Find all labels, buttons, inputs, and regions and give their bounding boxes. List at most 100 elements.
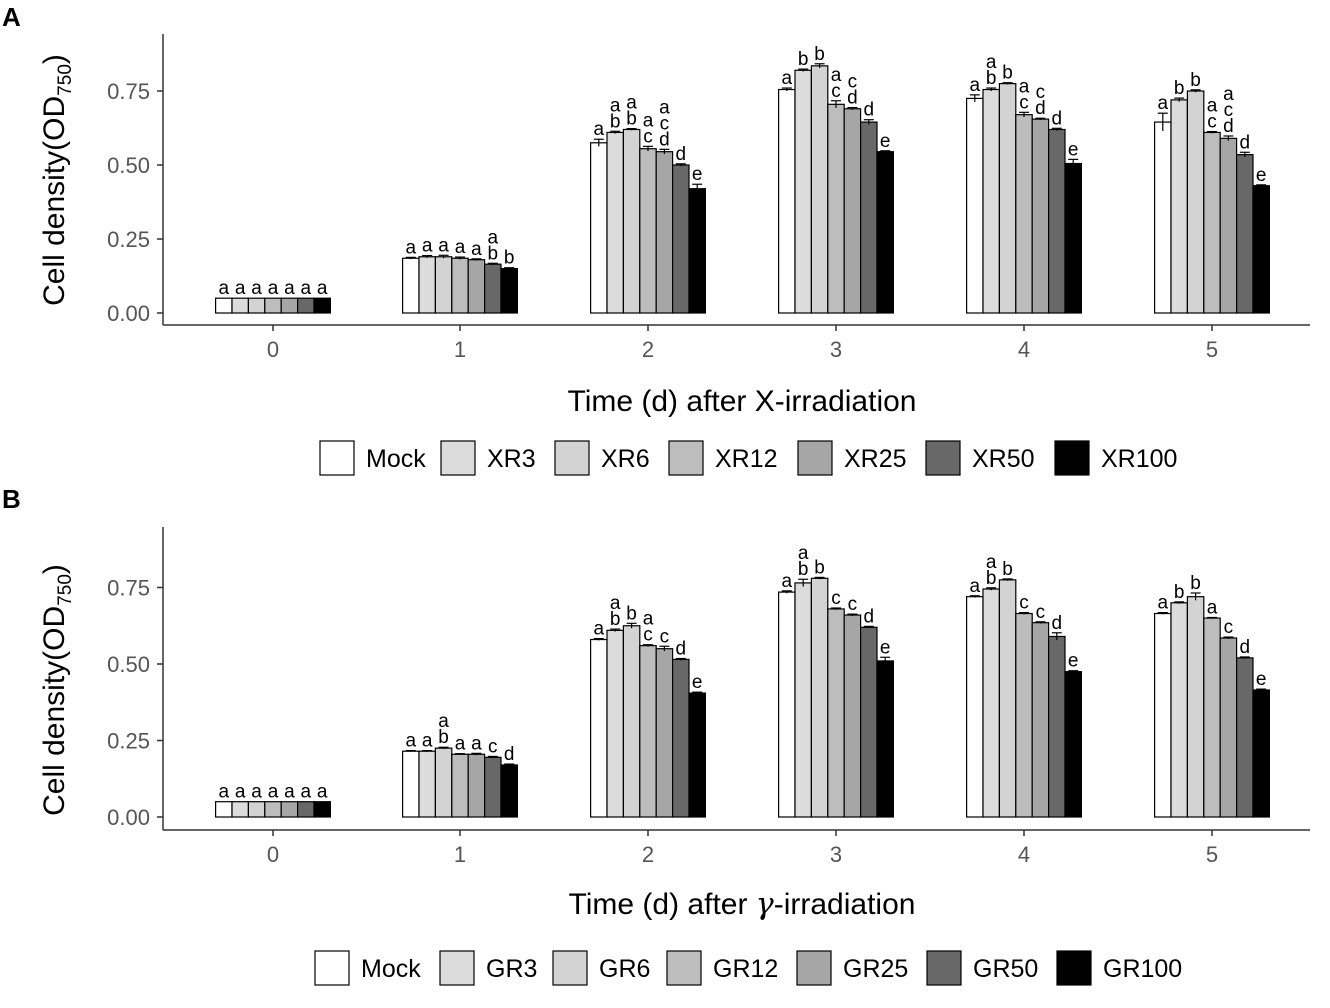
y-axis-title-od-b: OD [38,606,71,651]
bar-gr6-day-1 [434,747,453,818]
bar-gr25-day-0 [280,801,299,818]
bar-xr12-day-3 [827,103,845,314]
bar-mock-day-1 [402,750,420,818]
y-tick-label: 0.25 [107,729,150,754]
bar-gr3-day-5 [1170,602,1188,818]
bar-gr25-day-5 [1219,637,1238,818]
bar-gr50-day-0 [297,801,315,818]
bar-gr25-day-2 [655,648,674,818]
significance-letter: a [1207,96,1218,117]
bar-mock-day-0 [215,801,233,818]
y-axis-title-paren-close-b: ) [38,564,71,574]
significance-letter: e [1256,669,1267,690]
bar-xr6-day-3 [810,65,829,314]
bar-gr50-day-2 [671,658,690,818]
significance-letter: c [1207,112,1217,133]
legend-swatch-gr6 [552,950,588,986]
significance-letter: b [1190,70,1201,91]
x-axis-title-symbol-b: γ [756,887,774,922]
significance-letter: a [643,609,654,630]
bar-mock-day-3 [777,88,796,314]
bar-gr3-day-2 [606,629,624,818]
legend-swatch-xr50 [925,440,961,476]
x-tick-label: 0 [267,337,279,362]
bar-gr3-day-3 [794,582,812,818]
bar-gr100-day-3 [876,660,894,818]
significance-letter: d [847,88,858,109]
significance-letter: b [1002,559,1013,580]
y-axis-title-main-a: Cell density [38,151,71,306]
significance-letter: d [1035,98,1046,119]
legend-swatch-mock [319,440,355,476]
y-tick-label: 0.75 [107,576,150,601]
bar-xr25-day-2 [655,151,674,314]
significance-letter: a [594,619,605,640]
bar-xr100-day-1 [500,268,518,314]
significance-letter: a [422,236,433,257]
significance-letter: a [986,552,997,573]
significance-letter: d [659,129,670,150]
y-tick-label: 0.50 [107,652,150,677]
bar-gr6-day-2 [622,625,641,818]
significance-letter: c [848,72,858,93]
significance-letter: d [676,638,687,659]
x-tick-label: 4 [1018,842,1030,867]
bar-xr3-day-4 [982,88,1000,314]
legend-label-xr3: XR3 [487,445,536,473]
x-tick-label: 3 [830,337,842,362]
bar-xr12-day-0 [264,297,282,314]
significance-letter: b [504,248,515,269]
bar-gr100-day-4 [1064,671,1082,818]
bar-gr100-day-5 [1252,689,1270,818]
significance-letter: a [455,237,466,258]
x-axis-title-b: Time (d) after γ-irradiation [569,887,916,922]
bar-xr100-day-4 [1064,162,1082,314]
significance-letter: d [676,144,687,165]
bar-xr25-day-1 [467,259,486,314]
bar-gr6-day-0 [247,801,266,818]
significance-letter: a [471,733,482,754]
bar-gr50-day-5 [1235,657,1254,818]
significance-letter: a [219,782,230,803]
legend-label-xr50: XR50 [972,445,1035,473]
significance-letter: d [504,744,515,765]
bar-gr6-day-5 [1186,596,1205,818]
significance-letter: c [488,736,498,757]
significance-letter: e [1256,165,1267,186]
legend-label-gr25: GR25 [843,955,908,983]
legend-swatch-xr25 [797,440,833,476]
significance-letter: b [438,727,449,748]
significance-letter: a [986,52,997,73]
bar-xr25-day-5 [1219,137,1238,314]
bar-xr50-day-2 [671,164,690,314]
significance-letter: a [471,239,482,260]
legend-swatch-gr100 [1056,950,1092,986]
significance-letter: a [1223,84,1234,105]
significance-letter: b [626,603,637,624]
significance-letter: d [1240,637,1251,658]
significance-letter: c [643,625,653,646]
bar-mock-day-2 [589,638,608,818]
bar-xr50-day-3 [859,121,878,314]
x-ticks-b: 0 1 2 3 4 5 [267,830,1218,867]
bar-mock-day-0 [215,297,233,314]
legend-swatch-xr3 [440,440,476,476]
bar-xr3-day-1 [418,256,436,314]
legend-swatch-xr12 [668,440,704,476]
bar-mock-day-5 [1153,121,1172,314]
y-axis-title-paren-open-a: ( [38,141,71,151]
legend-label-gr6: GR6 [599,955,650,983]
y-tick-label: 0.25 [107,227,150,252]
significance-letter: a [268,278,279,299]
bar-xr100-day-3 [876,151,894,314]
legend-label-xr100: XR100 [1101,445,1177,473]
significance-letter: c [1224,100,1234,121]
x-tick-label: 5 [1206,842,1218,867]
significance-letter: e [692,672,703,693]
significance-letter: a [422,731,433,752]
bar-gr12-day-2 [639,645,657,818]
bar-xr12-day-5 [1203,131,1221,314]
